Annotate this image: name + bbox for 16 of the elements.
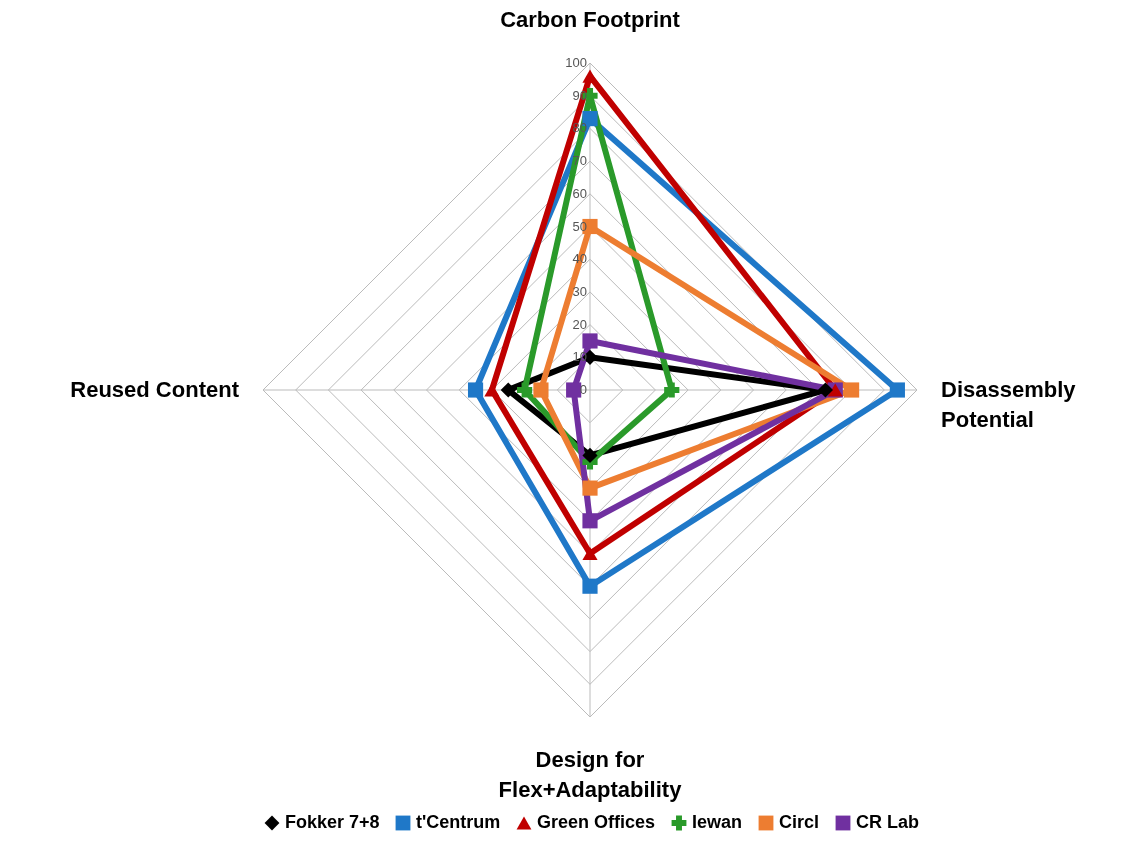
legend-label: Green Offices bbox=[537, 812, 656, 832]
legend-label: Circl bbox=[779, 812, 820, 832]
y-tick-label: 100 bbox=[565, 55, 587, 70]
y-tick-label: 30 bbox=[572, 283, 587, 299]
spoke-label: Design for Flex+Adaptability bbox=[498, 746, 683, 802]
legend-label: CR Lab bbox=[856, 812, 919, 832]
legend-label: t'Centrum bbox=[416, 812, 501, 832]
y-tick-label: 60 bbox=[572, 185, 587, 201]
y-tick-label: 80 bbox=[572, 120, 587, 136]
spoke-label: Reused Content bbox=[70, 377, 240, 402]
spoke-label: Disassembly Potential bbox=[941, 377, 1077, 432]
spoke-label: Carbon Footprint bbox=[500, 7, 681, 33]
y-tick-label: 10 bbox=[572, 349, 587, 365]
y-tick-label: 20 bbox=[572, 316, 587, 332]
legend-label: Iewan bbox=[692, 812, 743, 832]
legend-label: Fokker 7+8 bbox=[285, 812, 380, 832]
